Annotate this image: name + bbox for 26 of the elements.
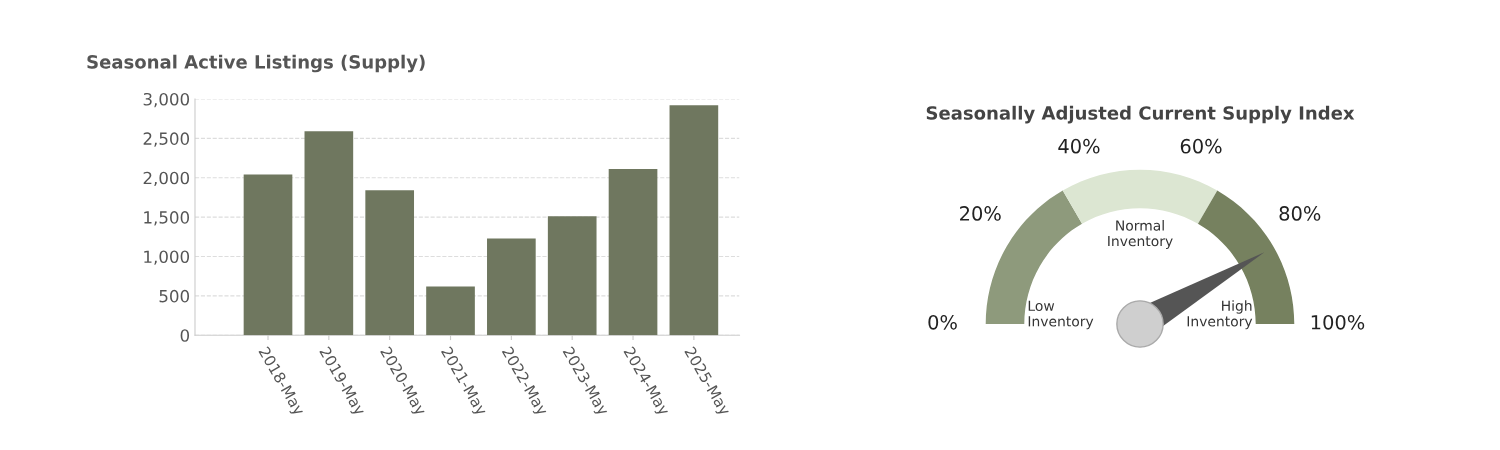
bar xyxy=(426,286,475,336)
bar xyxy=(365,190,415,336)
text: 100% xyxy=(1311,314,1365,330)
y-tick-label: 2,000 xyxy=(143,171,190,187)
bar xyxy=(243,174,293,336)
slice-label: Low Inventory xyxy=(1028,300,1094,330)
bar xyxy=(304,131,354,336)
y-tick-label: 1,500 xyxy=(144,211,190,226)
chart-title: Seasonally Adjusted Current Supply Index xyxy=(926,105,1355,124)
slice-label: Normal Inventory xyxy=(1108,220,1173,250)
y-tick-label: 2,500 xyxy=(143,132,190,147)
slice-label: High Inventory xyxy=(1187,300,1253,330)
y-tick-label: 0 xyxy=(180,329,190,342)
text: 80% xyxy=(1279,206,1321,221)
bar xyxy=(669,105,719,336)
bar xyxy=(608,169,658,336)
chart-title: Seasonal Active Listings (Supply) xyxy=(87,54,425,73)
bar xyxy=(547,216,597,336)
bar xyxy=(487,238,536,336)
text: 20% xyxy=(960,206,1001,221)
text: 40% xyxy=(1058,138,1100,154)
text: 60% xyxy=(1180,138,1222,154)
y-tick-label: 1,000 xyxy=(144,250,190,265)
y-tick-label: 3,000 xyxy=(143,92,190,108)
text: 0% xyxy=(928,314,957,330)
y-tick-label: 500 xyxy=(159,289,190,303)
